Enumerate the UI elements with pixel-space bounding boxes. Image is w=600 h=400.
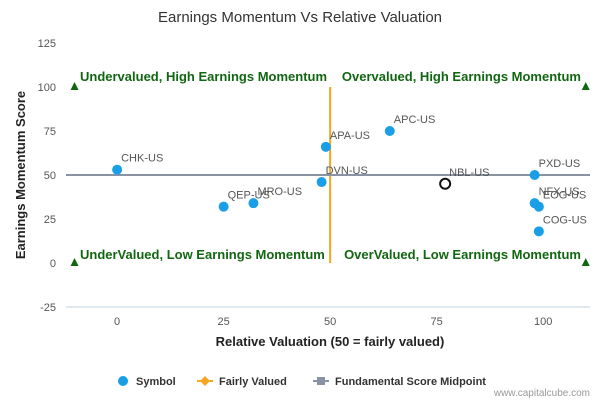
y-tick-label: 50 <box>44 170 56 182</box>
quadrant-marker-icon <box>581 258 590 266</box>
legend-midpoint-label: Fundamental Score Midpoint <box>335 376 486 388</box>
y-tick-label: 0 <box>50 258 56 270</box>
data-point <box>533 226 544 237</box>
quadrant-label-bottom-left: UnderValued, Low Earnings Momentum <box>80 247 325 262</box>
credit-text: www.capitalcube.com <box>493 388 590 399</box>
data-label: NBL-US <box>449 167 489 179</box>
quadrant-marker-icon <box>70 258 79 266</box>
x-tick-label: 100 <box>534 316 552 328</box>
data-label: MRO-US <box>257 186 302 198</box>
data-label: APA-US <box>330 130 370 142</box>
x-axis-ticks: 0 25 50 75 100 <box>114 316 552 328</box>
legend-midpoint-icon <box>317 377 325 385</box>
data-label: APC-US <box>394 114 436 126</box>
x-tick-label: 75 <box>431 316 443 328</box>
data-label: PXD-US <box>539 158 581 170</box>
y-tick-label: 100 <box>38 82 56 94</box>
legend-fairly-valued-label: Fairly Valued <box>219 376 287 388</box>
data-point <box>248 198 259 209</box>
y-axis-title: Earnings Momentum Score <box>13 91 28 259</box>
quadrant-label-bottom-right: OverValued, Low Earnings Momentum <box>344 247 581 262</box>
data-point <box>316 177 327 188</box>
quadrant-marker-icon <box>581 82 590 90</box>
x-tick-label: 50 <box>324 316 336 328</box>
x-tick-label: 25 <box>218 316 230 328</box>
data-point <box>112 164 123 175</box>
data-point <box>439 177 452 190</box>
legend-symbol-label: Symbol <box>136 376 176 388</box>
y-tick-label: -25 <box>40 302 56 314</box>
data-label: DVN-US <box>326 165 368 177</box>
data-label: CHK-US <box>121 153 163 165</box>
data-label: QEP-US <box>228 190 270 202</box>
data-label: EOG-US <box>543 190 586 202</box>
data-point <box>384 126 395 136</box>
quadrant-label-top-left: Undervalued, High Earnings Momentum <box>80 69 327 84</box>
x-axis-title: Relative Valuation (50 = fairly valued) <box>216 334 445 349</box>
quadrant-markers <box>70 82 590 266</box>
data-label: COG-US <box>543 214 587 226</box>
chart-title: Earnings Momentum Vs Relative Valuation <box>158 9 442 26</box>
data-point <box>218 201 229 212</box>
data-label: NFX-US <box>539 186 580 198</box>
data-point <box>320 141 331 152</box>
y-tick-label: 75 <box>44 126 56 138</box>
data-point <box>529 170 540 180</box>
legend: Symbol Fairly Valued Fundamental Score M… <box>118 376 486 388</box>
y-tick-label: 125 <box>38 38 56 50</box>
legend-fairly-valued-icon <box>200 376 210 386</box>
y-tick-label: 25 <box>44 214 56 226</box>
quadrant-marker-icon <box>70 82 79 90</box>
x-tick-label: 0 <box>114 316 120 328</box>
y-axis-ticks: -25 0 25 50 75 100 125 <box>38 38 56 314</box>
data-point <box>533 201 544 212</box>
legend-symbol-icon <box>118 376 128 386</box>
quadrant-label-top-right: Overvalued, High Earnings Momentum <box>342 69 581 84</box>
